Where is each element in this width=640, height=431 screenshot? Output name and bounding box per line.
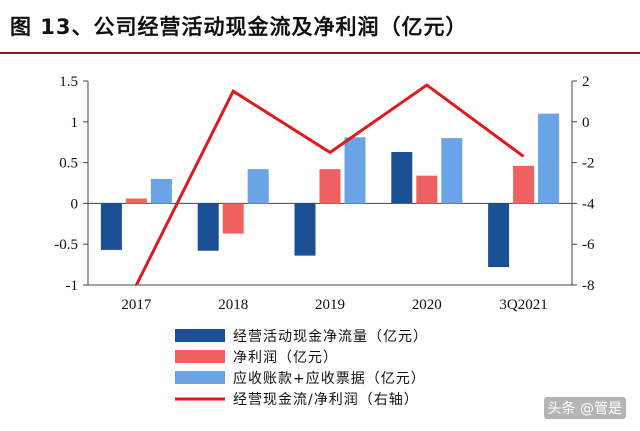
- x-tick: 2019: [315, 297, 345, 313]
- axes-layer: -1 -0.5 0 0.5 1 1.5 -8 -6 -4 -2 0 2 2017 2018 2019 2020…: [54, 74, 595, 313]
- y-right-tick-label: -2: [582, 156, 595, 172]
- y-left-tick: 0.5: [59, 156, 78, 172]
- x-tick-label: 2018: [218, 297, 248, 313]
- bar-operating-cf: [197, 203, 219, 251]
- line-layer: [135, 83, 525, 286]
- y-left-tick: 1.5: [59, 74, 78, 90]
- y-left-tick: 1: [71, 115, 79, 131]
- x-tick-label: 3Q2021: [499, 297, 547, 313]
- bar-operating-cf: [100, 203, 122, 250]
- y-right-tick-label: -6: [582, 237, 595, 253]
- y-left-tick-label: 0: [71, 196, 79, 212]
- x-tick-label: 2019: [315, 297, 345, 313]
- bar-operating-cf: [391, 151, 413, 204]
- bars-layer: [100, 113, 560, 268]
- y-right-tick: -2: [582, 156, 595, 172]
- y-right-tick-label: -8: [582, 278, 595, 294]
- y-left-tick-label: 1: [71, 115, 79, 131]
- y-right-tick-label: 0: [582, 115, 590, 131]
- bar-receivables: [441, 138, 463, 204]
- legend-swatch-operating-cf: [175, 329, 225, 342]
- legend-label: 应收账款+应收票据（亿元）: [233, 370, 426, 387]
- x-tick: 2018: [218, 297, 248, 313]
- x-tick: 3Q2021: [499, 297, 547, 313]
- legend-swatch-net-profit: [175, 350, 225, 363]
- y-left-tick-label: -1: [66, 278, 79, 294]
- x-tick: 2020: [412, 297, 442, 313]
- bar-net-profit: [222, 203, 244, 234]
- bar-receivables: [538, 113, 560, 204]
- y-right-tick-label: 2: [582, 74, 590, 90]
- y-right-tick: 0: [582, 115, 590, 131]
- bar-operating-cf: [488, 203, 510, 268]
- x-tick: 2017: [121, 297, 152, 313]
- bar-operating-cf: [294, 203, 316, 256]
- figure-title-bar: 图 13、公司经营活动现金流及净利润（亿元）: [0, 0, 640, 54]
- y-right-tick: 2: [582, 74, 590, 90]
- y-left-tick: -0.5: [54, 237, 78, 253]
- legend-swatch-receivables: [175, 371, 225, 384]
- y-left-tick-label: 1.5: [59, 74, 78, 90]
- bar-receivables: [150, 178, 172, 204]
- watermark: 头条 @管是: [543, 397, 626, 419]
- y-left-tick: 0: [71, 196, 79, 212]
- bar-net-profit: [125, 198, 147, 204]
- legend-label: 经营活动现金净流量（亿元）: [233, 329, 428, 345]
- legend-label: 净利润（亿元）: [233, 350, 338, 366]
- bar-receivables: [344, 137, 366, 204]
- bar-net-profit: [416, 175, 438, 204]
- y-left-tick-label: 0.5: [59, 156, 78, 172]
- y-right-tick: -6: [582, 237, 595, 253]
- y-right-tick: -8: [582, 278, 595, 294]
- figure-title: 图 13、公司经营活动现金流及净利润（亿元）: [10, 15, 468, 39]
- y-left-tick: -1: [66, 278, 79, 294]
- legend: 经营活动现金净流量（亿元） 净利润（亿元） 应收账款+应收票据（亿元） 经营现金流/净…: [175, 329, 428, 408]
- x-tick-label: 2020: [412, 297, 442, 313]
- y-right-tick-label: -4: [582, 196, 595, 212]
- y-right-tick: -4: [582, 196, 595, 212]
- legend-label: 经营现金流/净利润（右轴）: [233, 392, 419, 408]
- x-tick-label: 2017: [121, 297, 152, 313]
- bar-net-profit: [319, 169, 341, 204]
- bar-receivables: [247, 169, 269, 204]
- ratio-line: [135, 83, 525, 286]
- y-left-tick-label: -0.5: [54, 237, 78, 253]
- bar-net-profit: [513, 165, 535, 204]
- chart-canvas: -1 -0.5 0 0.5 1 1.5 -8 -6 -4 -2 0 2 2017 2018 2019 2020…: [54, 74, 595, 408]
